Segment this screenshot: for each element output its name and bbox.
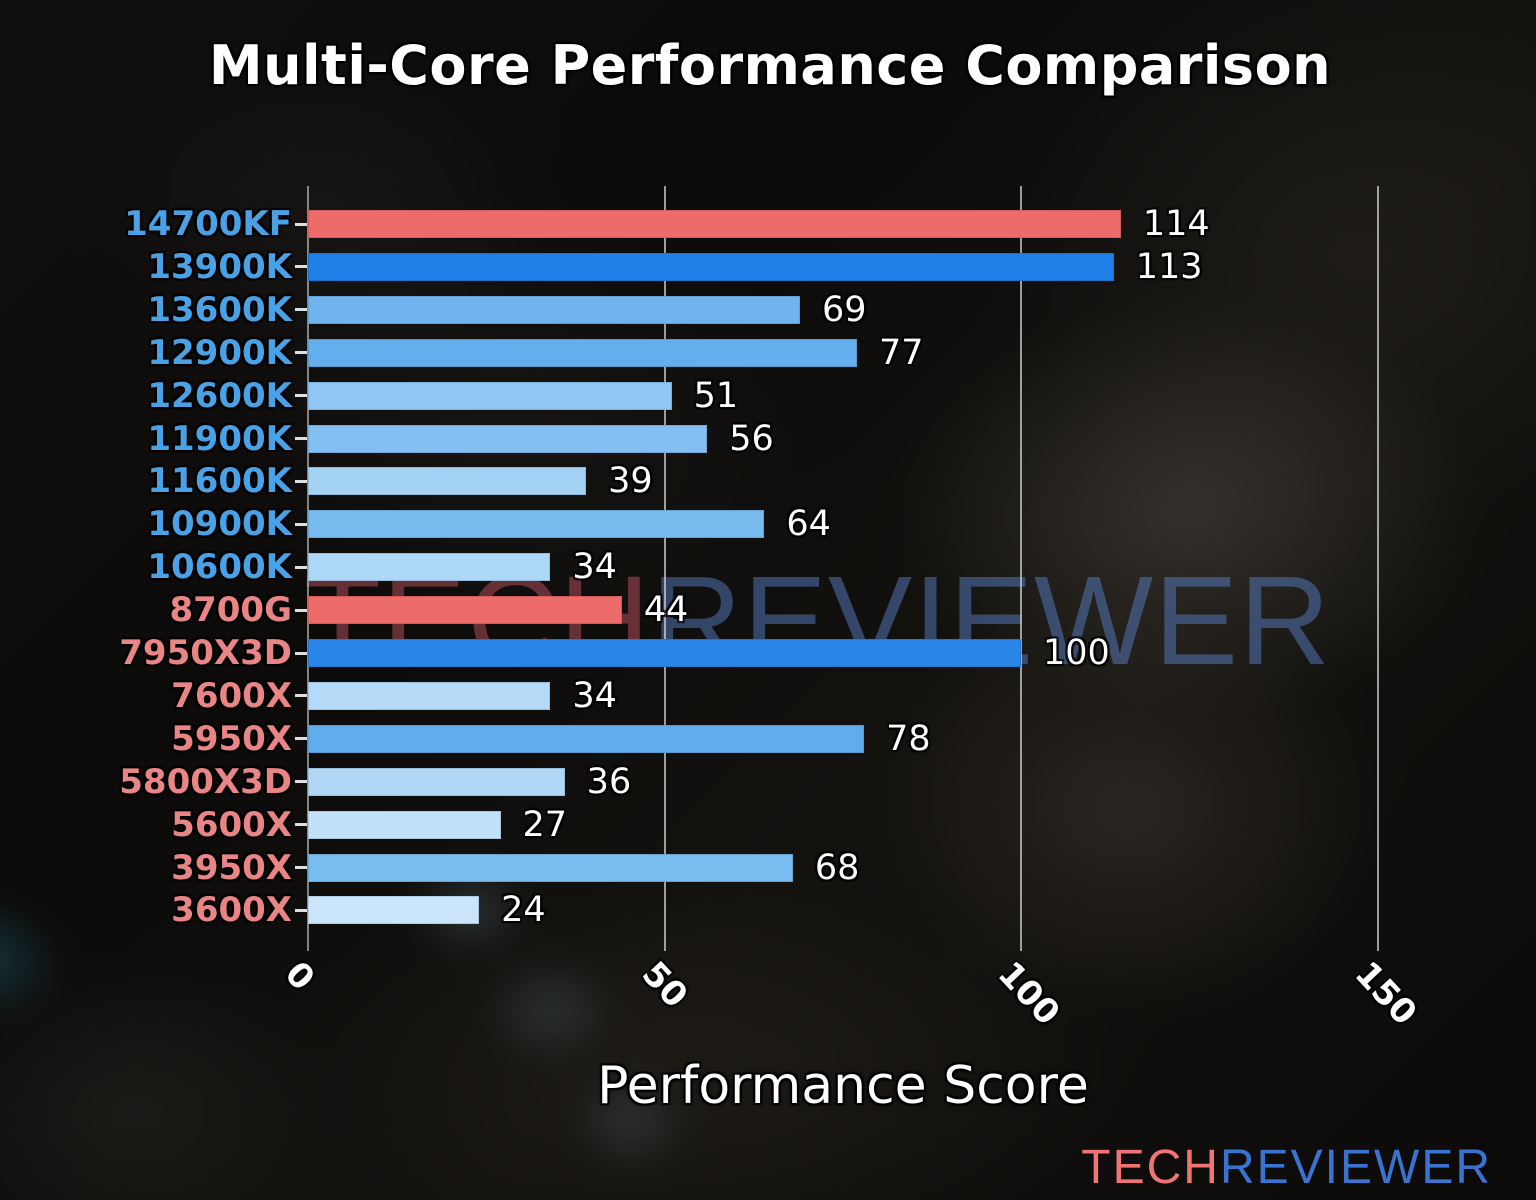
y-tick-5600X (295, 823, 307, 827)
value-label-10600K: 34 (572, 547, 617, 588)
x-axis-label: Performance Score (597, 1056, 1089, 1116)
value-label-5600X: 27 (522, 804, 568, 845)
value-label-12900K: 77 (879, 332, 924, 373)
bar-3600X (308, 896, 480, 925)
category-label-8700G: 8700G (169, 590, 292, 631)
value-label-3600X: 24 (501, 890, 546, 931)
y-tick-11600K (295, 479, 307, 483)
bar-5800X3D (308, 767, 565, 796)
y-tick-10900K (295, 522, 307, 526)
category-label-12600K: 12600K (147, 375, 292, 416)
x-tick-label-150: 150 (1346, 954, 1424, 1034)
y-tick-12900K (295, 351, 307, 355)
gridline-150 (1376, 186, 1379, 951)
y-tick-7950X3D (295, 651, 307, 655)
category-label-7950X3D: 7950X3D (119, 633, 292, 673)
category-label-11900K: 11900K (147, 418, 292, 459)
category-label-5600X: 5600X (171, 804, 292, 845)
bar-13900K (308, 252, 1114, 281)
value-label-10900K: 64 (786, 504, 831, 545)
category-label-14700KF: 14700KF (124, 204, 292, 244)
value-label-13600K: 69 (821, 289, 867, 330)
y-tick-13900K (295, 265, 307, 269)
category-label-13900K: 13900K (147, 246, 292, 287)
bar-10900K (308, 510, 765, 539)
value-label-12600K: 51 (693, 375, 739, 416)
x-tick-label-50: 50 (633, 954, 695, 1016)
y-tick-5800X3D (295, 780, 307, 784)
y-tick-7600X (295, 694, 307, 698)
chart-title: Multi-Core Performance Comparison (208, 34, 1332, 97)
bar-11600K (308, 467, 587, 496)
gridline-50 (663, 186, 666, 951)
category-label-5950X: 5950X (171, 718, 292, 759)
value-label-13900K: 113 (1135, 246, 1203, 287)
category-label-10600K: 10600K (147, 547, 292, 588)
bar-12600K (308, 381, 672, 410)
y-tick-3600X (295, 908, 307, 912)
value-label-11900K: 56 (729, 418, 774, 459)
value-label-7600X: 34 (572, 675, 617, 716)
y-tick-11900K (295, 437, 307, 440)
bar-3950X (308, 853, 793, 882)
bar-11900K (308, 424, 708, 453)
bar-10600K (308, 553, 551, 582)
y-tick-10600K (295, 565, 307, 569)
category-label-13600K: 13600K (147, 289, 292, 330)
category-label-11600K: 11600K (147, 461, 292, 502)
value-label-14700KF: 114 (1142, 204, 1210, 244)
y-tick-13600K (295, 308, 307, 312)
x-tick-label-0: 0 (276, 954, 323, 999)
category-label-3600X: 3600X (171, 890, 292, 931)
category-label-7600X: 7600X (171, 675, 292, 716)
y-tick-8700G (295, 608, 307, 612)
x-tick-label-100: 100 (989, 954, 1068, 1034)
y-tick-14700KF (295, 222, 307, 226)
bar-14700KF (308, 210, 1121, 238)
category-label-5800X3D: 5800X3D (119, 761, 292, 802)
category-label-10900K: 10900K (147, 504, 292, 545)
gridline-100 (1020, 186, 1022, 951)
value-label-5800X3D: 36 (586, 761, 632, 802)
bar-12900K (308, 338, 857, 367)
value-label-3950X: 68 (814, 847, 860, 888)
value-label-11600K: 39 (608, 461, 653, 502)
brand-logo-tech: TECH (1081, 1141, 1220, 1194)
value-label-5950X: 78 (886, 718, 931, 759)
bar-5600X (308, 810, 501, 839)
category-label-12900K: 12900K (147, 332, 292, 373)
brand-logo: TECHREVIEWER (1081, 1144, 1492, 1192)
y-tick-5950X (295, 737, 307, 741)
bar-7950X3D (308, 639, 1021, 667)
category-label-3950X: 3950X (171, 847, 292, 888)
bar-7600X (308, 681, 551, 710)
y-tick-12600K (295, 394, 307, 398)
bar-13600K (308, 295, 800, 324)
y-tick-3950X (295, 866, 307, 869)
bar-5950X (308, 724, 865, 753)
value-label-7950X3D: 100 (1043, 633, 1110, 673)
bar-8700G (308, 596, 622, 625)
brand-logo-reviewer: REVIEWER (1219, 1141, 1492, 1194)
value-label-8700G: 44 (643, 590, 689, 631)
